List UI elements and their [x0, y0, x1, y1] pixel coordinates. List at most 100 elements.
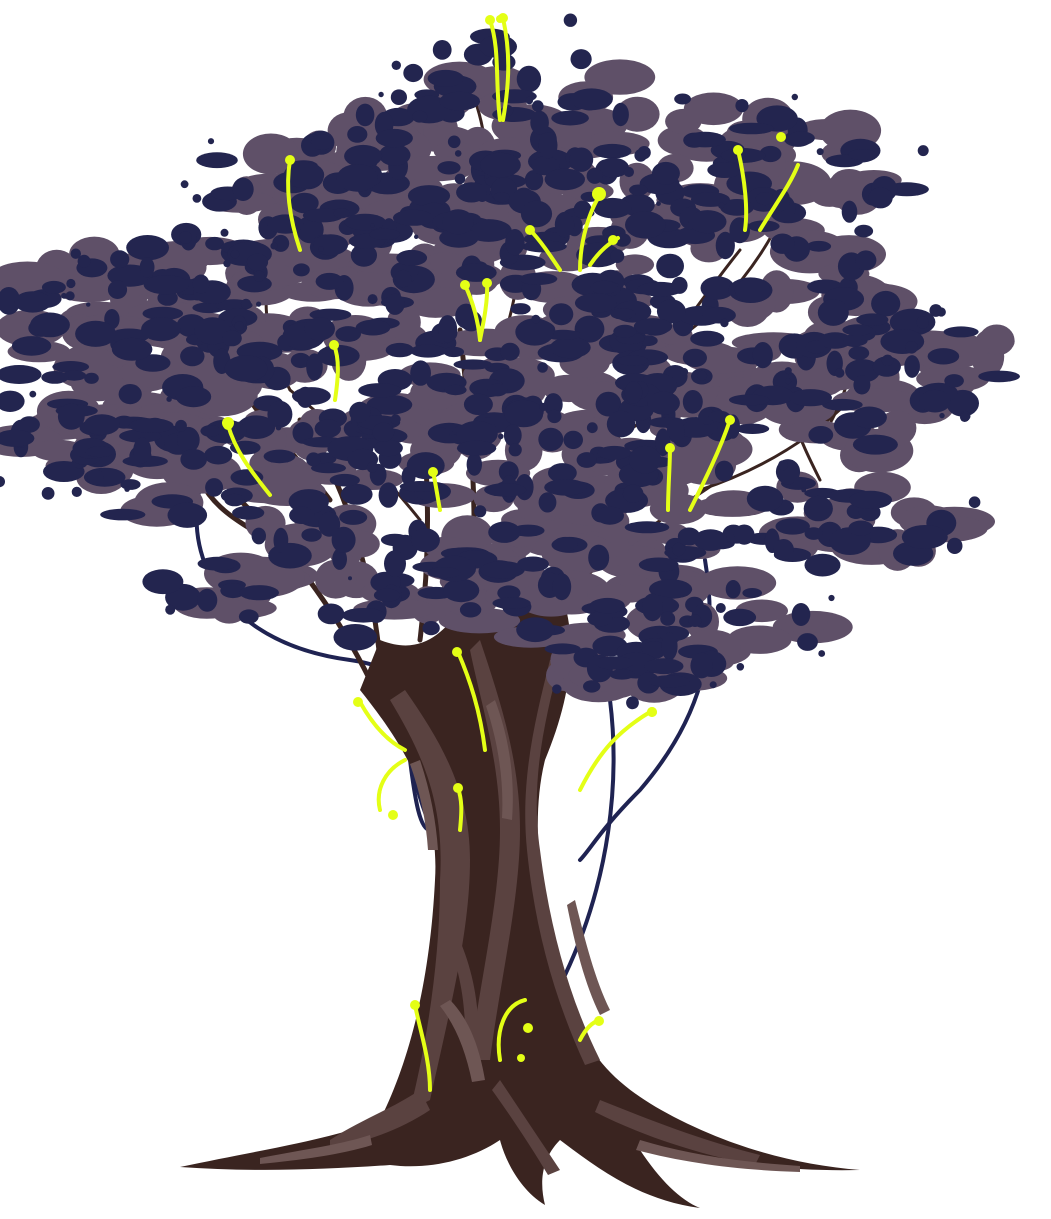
leaf-cluster-dark [570, 88, 613, 111]
leaf-speck [414, 234, 419, 239]
leaf-cluster-dark [14, 291, 52, 313]
leaf-speck [688, 614, 702, 627]
leaf-cluster-dark [30, 312, 70, 338]
leaf-speck [61, 292, 67, 299]
glowing-sprouts [222, 13, 800, 1092]
leaf-cluster-dark [11, 336, 52, 356]
leaf-cluster-dark [520, 200, 553, 228]
leaf-cluster-dark [797, 633, 818, 651]
leaf-speck [563, 13, 578, 27]
leaf-cluster-dark [671, 276, 688, 294]
leaf-speck [720, 318, 729, 328]
leaf-cluster-dark [427, 69, 464, 87]
leaf-cluster-dark [682, 390, 703, 414]
leaf-speck [784, 367, 792, 375]
trunk-shading [595, 1100, 760, 1165]
leaf-cluster-dark [403, 63, 424, 83]
leaf-speck [537, 362, 548, 373]
leaf-cluster-dark [290, 352, 311, 369]
leaf-cluster-dark [333, 624, 378, 651]
leaf-cluster-dark [392, 209, 434, 226]
leaf-cluster-dark [693, 529, 728, 551]
leaf-cluster-dark [293, 263, 310, 277]
vine [563, 698, 616, 977]
leaf-cluster-dark [570, 49, 592, 70]
leaf-cluster-dark [301, 528, 322, 542]
leaf-cluster-dark [372, 422, 395, 442]
leaf-cluster-dark [853, 375, 871, 395]
leaf-cluster-dark [251, 527, 266, 545]
leaf-cluster-dark [651, 161, 680, 185]
leaf-speck [656, 201, 661, 207]
glowing-sprout-icon [665, 443, 675, 453]
leaf-cluster-light [211, 598, 247, 624]
leaf-cluster-dark [590, 597, 625, 614]
leaf-cluster-dark [339, 509, 368, 525]
leaf-cluster-dark [232, 177, 254, 201]
leaf-speck [736, 663, 745, 671]
leaf-cluster-dark [180, 449, 207, 470]
leaf-speck [532, 100, 544, 112]
leaf-cluster-dark [390, 89, 407, 105]
leaf-cluster-dark [126, 235, 169, 261]
leaf-cluster-dark [682, 348, 708, 368]
glowing-sprout-icon [428, 467, 438, 477]
leaf-cluster-dark [851, 406, 887, 429]
leaf-cluster-dark [817, 299, 849, 326]
leaf-cluster-dark [919, 389, 951, 413]
leaf-cluster-dark [649, 579, 693, 599]
leaf-cluster-dark [638, 557, 679, 573]
leaf-cluster-dark [459, 602, 482, 618]
leaf-cluster-dark [224, 493, 245, 507]
leaf-cluster-dark [358, 383, 402, 398]
leaf-cluster-dark [544, 479, 587, 496]
leaf-cluster-dark [314, 419, 341, 438]
leaf-cluster-dark [344, 213, 386, 231]
leaf-cluster-dark [720, 148, 766, 163]
leaf-cluster-dark [87, 469, 104, 486]
leaf-cluster-dark [549, 337, 591, 359]
leaf-cluster-dark [733, 524, 755, 545]
glowing-sprout-stem [666, 446, 672, 512]
leaf-cluster-dark [410, 360, 431, 386]
leaf-speck [390, 414, 401, 425]
leaf-cluster-dark [629, 184, 648, 196]
leaf-cluster-dark [504, 399, 544, 428]
leaf-cluster-dark [818, 332, 852, 349]
glow-dot [592, 187, 606, 201]
leaf-speck [454, 173, 466, 185]
leaf-cluster-dark [855, 250, 877, 271]
leaf-cluster-dark [306, 353, 323, 381]
leaf-cluster-dark [609, 669, 635, 680]
glowing-sprout-stem [286, 158, 302, 252]
glowing-sprout-icon [485, 15, 495, 25]
leaf-speck [348, 576, 352, 581]
leaf-speck [917, 145, 929, 157]
leaf-cluster-dark [544, 168, 585, 191]
leaf-cluster-dark [336, 164, 378, 192]
leaf-cluster-dark [205, 236, 225, 251]
glowing-sprout-stem [456, 650, 487, 752]
leaf-cluster-light [315, 559, 357, 599]
leaf-cluster-dark [583, 680, 601, 693]
leaf-cluster-dark [804, 527, 823, 540]
leaf-speck [234, 321, 244, 331]
leaf-cluster-dark [369, 228, 401, 240]
leaf-cluster-dark [544, 643, 581, 655]
leaf-cluster-dark [624, 381, 643, 404]
leaf-cluster-dark [554, 211, 575, 238]
leaf-speck [166, 396, 172, 402]
leaf-cluster-dark [516, 65, 542, 93]
leaf-cluster-dark [593, 197, 632, 219]
leaf-cluster-dark [224, 355, 268, 382]
leaf-cluster-dark [396, 249, 428, 266]
leaf-cluster-dark [789, 389, 832, 407]
leaf-cluster-dark [625, 211, 666, 239]
leaf-cluster-dark [410, 528, 440, 553]
glowing-sprout-icon [353, 697, 363, 707]
leaf-cluster-dark [586, 167, 603, 184]
leaf-cluster-dark [707, 162, 742, 178]
leaf-cluster-dark [593, 143, 632, 159]
leaf-cluster-dark [422, 621, 440, 636]
leaf-speck [240, 298, 252, 309]
